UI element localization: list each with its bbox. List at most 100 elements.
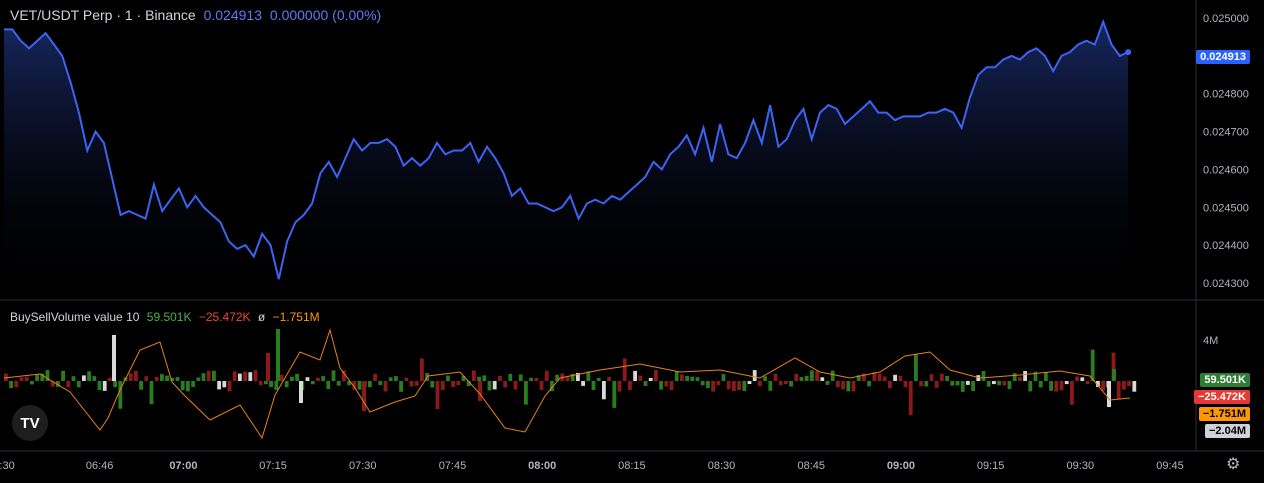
- volume-bar: [14, 381, 19, 388]
- volume-bar: [643, 381, 648, 386]
- volume-bar: [342, 370, 346, 381]
- volume-bar: [867, 381, 871, 387]
- volume-bar: [97, 381, 102, 391]
- volume-bar: [622, 358, 627, 381]
- volume-bar: [404, 377, 409, 381]
- y-tick-label: 0.024400: [1203, 240, 1249, 252]
- volume-bar: [513, 381, 518, 390]
- volume-bar: [56, 381, 60, 387]
- volume-bar: [1044, 372, 1048, 381]
- volume-bar: [825, 381, 830, 385]
- volume-bar: [102, 381, 107, 391]
- volume-bar: [284, 381, 289, 388]
- volume-bar: [607, 377, 611, 381]
- volume-bar: [243, 371, 247, 381]
- indicator-legend[interactable]: BuySellVolume value 10 59.501K −25.472K …: [10, 310, 324, 324]
- volume-bar: [1101, 381, 1105, 391]
- volume-bar: [446, 375, 450, 381]
- volume-bar: [440, 381, 445, 390]
- volume-bar: [19, 377, 24, 381]
- y-tick-label: 0.024700: [1203, 127, 1249, 139]
- indicator-delta-value: −1.751M: [272, 310, 320, 324]
- volume-bar: [529, 377, 533, 381]
- volume-bar: [846, 381, 851, 392]
- volume-bar: [841, 381, 845, 390]
- volume-spike-bar: [112, 347, 116, 381]
- y-tick-label: 0.025000: [1203, 13, 1249, 25]
- volume-bar: [290, 376, 294, 381]
- volume-bar: [617, 381, 622, 392]
- gear-icon[interactable]: ⚙: [1226, 456, 1241, 473]
- volume-bar: [919, 381, 923, 387]
- volume-bar: [222, 381, 227, 388]
- volume-bar: [1028, 381, 1033, 392]
- volume-bar: [154, 376, 159, 381]
- volume-bar: [1038, 381, 1043, 388]
- volume-bar: [212, 370, 216, 381]
- volume-bar: [368, 381, 372, 388]
- volume-bar: [950, 381, 955, 386]
- indicator-sell-value: −25.472K: [198, 310, 251, 324]
- volume-bar: [430, 381, 435, 388]
- volume-bar: [789, 381, 793, 387]
- volume-bar: [1070, 381, 1074, 405]
- volume-bar: [591, 381, 596, 390]
- volume-bar: [700, 381, 705, 386]
- volume-bar: [186, 381, 190, 392]
- volume-bar: [165, 375, 169, 381]
- volume-bar: [451, 381, 455, 387]
- volume-bar: [711, 381, 715, 392]
- volume-bar: [534, 377, 539, 381]
- y-tick-label: 0.024500: [1203, 202, 1249, 214]
- volume-bar: [316, 377, 320, 381]
- tradingview-logo-icon[interactable]: TV: [12, 405, 48, 441]
- symbol-title[interactable]: VET/USDT Perp · 1 · Binance: [10, 7, 196, 23]
- y-tick-label: 0.024800: [1203, 89, 1249, 101]
- indicator-separator: ø: [257, 310, 266, 324]
- volume-bar: [550, 381, 554, 392]
- volume-bar: [518, 374, 523, 381]
- volume-bar: [768, 381, 773, 391]
- volume-bar: [1033, 371, 1038, 381]
- volume-bar: [1080, 377, 1085, 381]
- volume-bar: [30, 381, 34, 385]
- volume-bar: [248, 372, 253, 381]
- volume-bar: [773, 373, 778, 381]
- volume-bar: [503, 381, 507, 388]
- volume-bar: [586, 371, 591, 381]
- volume-bar: [326, 381, 331, 389]
- volume-bar: [134, 370, 138, 381]
- volume-bar: [4, 373, 8, 381]
- volume-bar: [524, 381, 528, 405]
- volume-bar: [992, 381, 996, 385]
- volume-bar: [378, 381, 383, 386]
- volume-bar: [784, 381, 788, 384]
- volume-bar: [40, 373, 45, 381]
- volume-bar: [149, 381, 154, 405]
- volume-bar: [1018, 377, 1022, 381]
- volume-bar: [612, 381, 617, 408]
- volume-bar: [264, 381, 268, 385]
- volume-bar: [87, 371, 91, 381]
- volume-spike-bar: [299, 381, 303, 403]
- volume-bar: [50, 381, 55, 387]
- volume-bar: [565, 377, 570, 381]
- volume-bar: [71, 376, 76, 381]
- x-tick-label: 08:15: [618, 460, 646, 472]
- volume-bar: [399, 381, 403, 392]
- cum-badge: −2.04M: [1205, 424, 1250, 438]
- volume-bar: [570, 373, 575, 381]
- volume-bar: [82, 375, 86, 381]
- volume-bar: [118, 381, 123, 409]
- delta-oscillator-line: [3, 328, 1131, 440]
- volume-bar: [336, 381, 341, 386]
- volume-bar: [581, 381, 585, 386]
- volume-bar: [633, 370, 637, 381]
- volume-bar: [966, 381, 970, 385]
- volume-bar: [960, 381, 965, 392]
- volume-bar: [908, 381, 913, 416]
- volume-bar: [196, 377, 201, 381]
- volume-bar: [799, 377, 804, 381]
- volume-bar: [836, 381, 840, 388]
